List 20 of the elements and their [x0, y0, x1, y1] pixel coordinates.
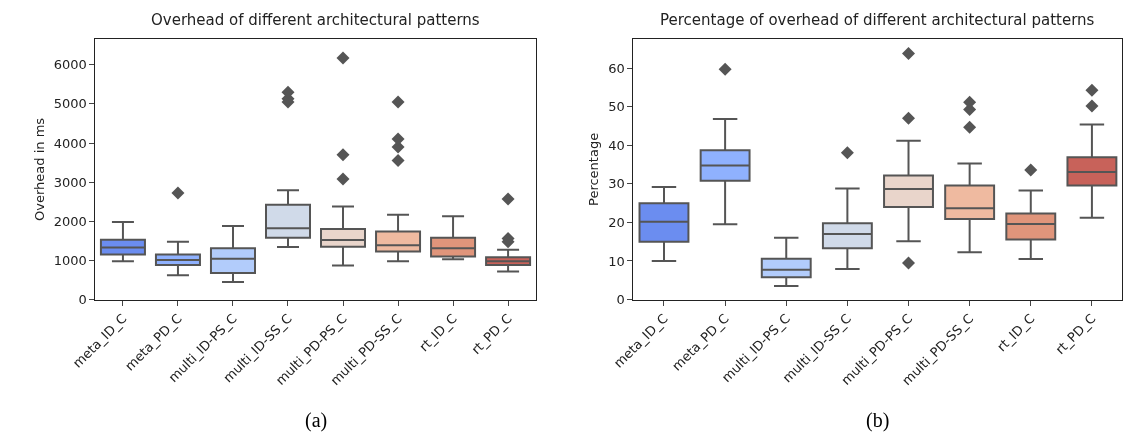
y-axis-title: Percentage	[586, 132, 602, 206]
y-tick-label: 3000	[53, 174, 87, 190]
y-tick-label: 20	[608, 214, 625, 230]
y-tick-label: 4000	[53, 135, 87, 151]
text: (b)	[866, 409, 890, 432]
y-tick-label: 1000	[53, 252, 87, 268]
y-tick-label: 6000	[53, 57, 87, 73]
chart-title: Percentage of overhead of different architectural patterns	[660, 11, 1095, 29]
y-tick-label: 60	[608, 60, 625, 76]
y-axis-title: Overhead in ms	[31, 117, 47, 221]
y-tick-label: 0	[616, 292, 625, 308]
y-tick-label: 30	[608, 176, 625, 192]
y-tick-label: 50	[608, 99, 625, 115]
chart-title: Overhead of different architectural patterns	[151, 11, 480, 29]
y-tick-label: 10	[608, 253, 625, 269]
y-tick-label: 0	[78, 292, 87, 308]
y-tick-label: 5000	[53, 96, 87, 112]
y-tick-label: 40	[608, 137, 625, 153]
y-tick-label: 2000	[53, 213, 87, 229]
text: (a)	[305, 409, 328, 432]
